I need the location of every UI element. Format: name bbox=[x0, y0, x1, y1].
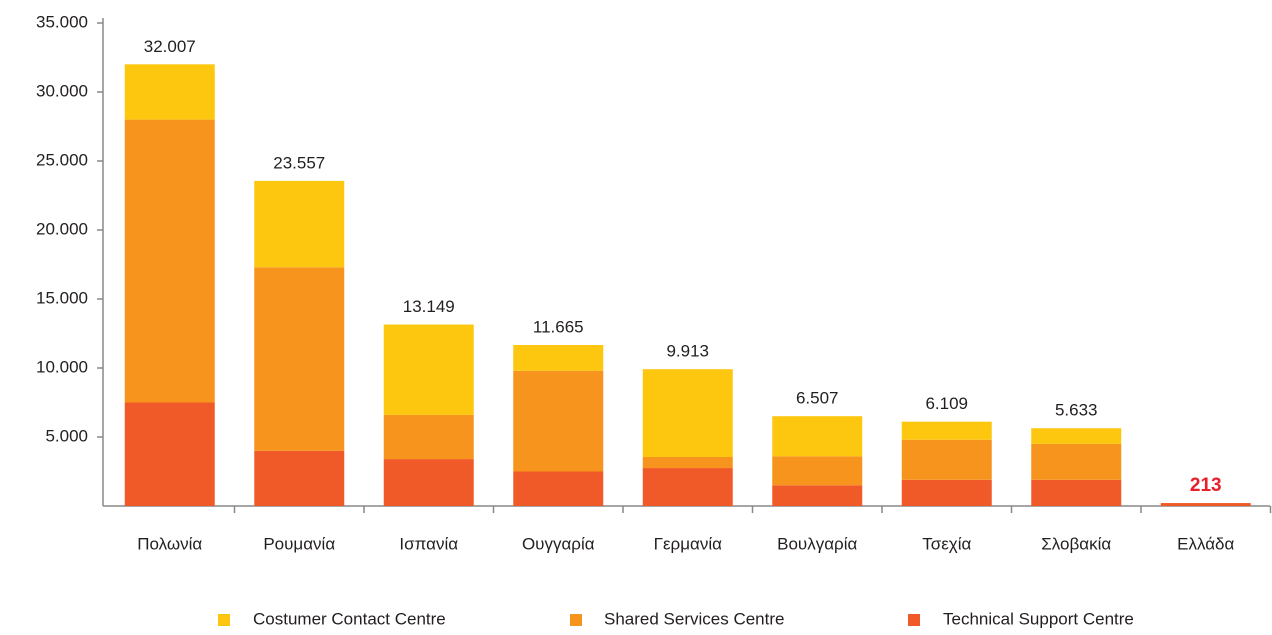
x-tick-label: Ουγγαρία bbox=[522, 534, 595, 553]
bar-segment bbox=[124, 402, 215, 506]
bar-segment bbox=[642, 468, 733, 506]
y-tick-label: 5.000 bbox=[45, 426, 88, 445]
x-tick-label: Πολωνία bbox=[137, 534, 202, 553]
bar-segment bbox=[772, 485, 863, 506]
bar-segment bbox=[254, 180, 345, 268]
total-label: 6.109 bbox=[925, 394, 968, 413]
bar-segment bbox=[1031, 428, 1122, 444]
legend-swatch bbox=[908, 614, 920, 626]
total-label: 11.665 bbox=[533, 318, 584, 337]
y-tick-label: 25.000 bbox=[36, 150, 88, 169]
bar-segment bbox=[1031, 479, 1122, 506]
total-label: 5.633 bbox=[1055, 401, 1098, 420]
bar-segment bbox=[124, 119, 215, 403]
bar-segment bbox=[901, 439, 992, 480]
bar-segment bbox=[383, 324, 474, 415]
x-tick-label: Γερμανία bbox=[654, 534, 723, 553]
total-label: 23.557 bbox=[273, 153, 325, 172]
x-tick-label: Ρουμανία bbox=[263, 534, 335, 553]
total-label: 6.507 bbox=[796, 389, 839, 408]
bar-segment bbox=[254, 450, 345, 506]
bar-segment bbox=[513, 370, 604, 472]
x-tick-label: Τσεχία bbox=[922, 534, 971, 553]
bar-segment bbox=[254, 267, 345, 451]
bar-segment bbox=[772, 456, 863, 486]
bar-segment bbox=[1031, 443, 1122, 480]
total-label: 32.007 bbox=[144, 37, 196, 56]
bar-segment bbox=[513, 345, 604, 371]
bar-segment bbox=[124, 64, 215, 120]
y-tick-label: 35.000 bbox=[36, 12, 88, 31]
total-label: 213 bbox=[1190, 475, 1222, 496]
y-tick-label: 15.000 bbox=[36, 288, 88, 307]
legend-swatch bbox=[570, 614, 582, 626]
y-tick-label: 20.000 bbox=[36, 219, 88, 238]
bar-segment bbox=[383, 459, 474, 506]
legend-label: Shared Services Centre bbox=[604, 609, 784, 628]
bar-segment bbox=[901, 421, 992, 440]
x-tick-label: Ελλάδα bbox=[1177, 534, 1234, 553]
total-label: 13.149 bbox=[403, 297, 455, 316]
x-tick-label: Σλοβακία bbox=[1041, 534, 1111, 553]
bar-segment bbox=[901, 479, 992, 506]
y-tick-label: 10.000 bbox=[36, 357, 88, 376]
bar-segment bbox=[642, 369, 733, 458]
legend-label: Technical Support Centre bbox=[943, 609, 1134, 628]
x-tick-label: Βουλγαρία bbox=[777, 534, 857, 553]
legend-swatch bbox=[218, 614, 230, 626]
y-tick-label: 30.000 bbox=[36, 81, 88, 100]
legend-label: Costumer Contact Centre bbox=[253, 609, 446, 628]
total-label: 9.913 bbox=[666, 342, 709, 361]
x-tick-label: Ισπανία bbox=[399, 534, 458, 553]
bar-segment bbox=[513, 471, 604, 506]
bar-segment bbox=[642, 457, 733, 469]
bar-segment bbox=[383, 414, 474, 460]
bar-segment bbox=[772, 416, 863, 457]
bar-segment bbox=[1160, 503, 1251, 506]
